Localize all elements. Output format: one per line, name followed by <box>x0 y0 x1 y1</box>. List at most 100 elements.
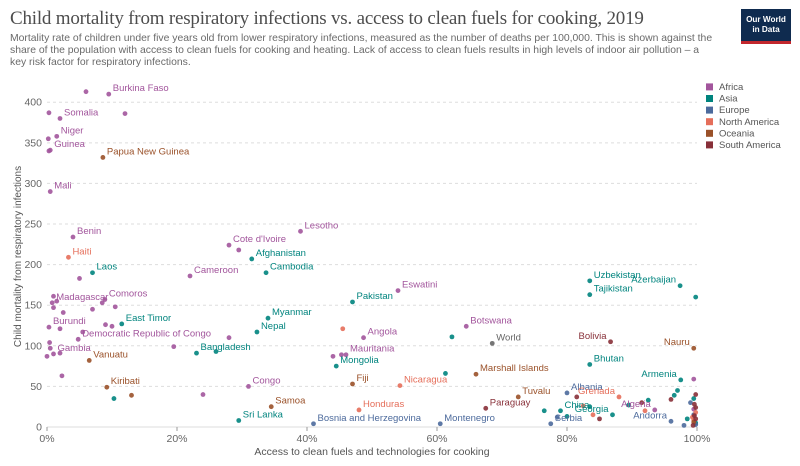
legend-label: North America <box>719 117 780 128</box>
point-label: Madagascar <box>56 292 108 303</box>
y-tick-label: 200 <box>24 259 42 271</box>
point-label: Bangladesh <box>201 342 251 353</box>
point-label: Angola <box>368 327 398 338</box>
point-label: Benin <box>77 226 101 237</box>
legend-label: Europe <box>719 105 750 116</box>
legend-label: Oceania <box>719 128 755 139</box>
point-label: Bhutan <box>594 353 624 364</box>
data-point <box>564 414 570 419</box>
data-point <box>574 394 580 400</box>
point-label: Bosnia and Herzegovina <box>318 413 422 424</box>
y-tick-label: 300 <box>24 178 42 190</box>
data-point <box>44 353 50 359</box>
y-tick-label: 0 <box>36 422 42 434</box>
data-point <box>46 110 52 116</box>
data-point <box>298 228 303 234</box>
data-point <box>57 350 63 356</box>
y-tick-label: 100 <box>24 340 42 352</box>
point-label: Nepal <box>261 321 286 332</box>
point-label: Guinea <box>54 139 85 150</box>
data-point <box>226 242 232 248</box>
point-label: Papua New Guinea <box>107 146 190 157</box>
data-point <box>236 418 242 423</box>
data-point <box>226 335 232 341</box>
point-label: Myanmar <box>272 307 312 318</box>
data-point <box>691 396 697 401</box>
data-point <box>395 288 401 293</box>
point-label: Georgia <box>575 404 610 415</box>
data-point <box>47 340 52 345</box>
data-point <box>564 390 570 396</box>
data-point <box>47 189 53 194</box>
data-point <box>57 116 63 121</box>
point-label: Montenegro <box>444 413 495 424</box>
data-point <box>463 323 469 329</box>
data-point <box>558 408 563 414</box>
data-point <box>102 297 108 302</box>
data-point <box>437 421 443 427</box>
point-label: Marshall Islands <box>480 363 549 374</box>
chart-subtitle: Mortality rate of children under five ye… <box>10 33 713 69</box>
data-point <box>129 392 134 398</box>
data-point <box>90 270 95 276</box>
point-label: Bolivia <box>579 331 608 342</box>
point-label: Haiti <box>72 246 91 257</box>
point-label: Democratic Republic of Congo <box>82 328 211 339</box>
point-label: Nicaragua <box>404 375 448 386</box>
data-point <box>46 324 52 330</box>
owid-logo[interactable]: Our World in Data <box>741 9 791 44</box>
data-point <box>639 400 645 406</box>
logo-line-2: in Data <box>752 24 780 34</box>
data-point <box>693 405 699 410</box>
point-label: Pakistan <box>357 291 393 302</box>
data-point <box>122 111 128 117</box>
point-label: Nauru <box>664 337 690 348</box>
data-point <box>645 397 651 403</box>
point-label: Lesotho <box>305 220 339 231</box>
y-axis-label: Child mortality from respiratory infecti… <box>13 166 24 347</box>
point-label: Serbia <box>555 413 583 424</box>
data-point <box>60 310 66 315</box>
point-label: Burkina Faso <box>113 83 169 94</box>
point-label: Sri Lanka <box>243 410 284 421</box>
data-point <box>350 299 355 305</box>
point-label: Albania <box>571 382 603 393</box>
data-point <box>54 133 60 139</box>
data-point <box>333 363 339 369</box>
data-point <box>642 408 648 414</box>
data-point <box>236 247 242 253</box>
legend-swatch <box>706 83 713 91</box>
data-point <box>83 89 89 95</box>
legend-swatch <box>706 129 713 137</box>
data-point <box>587 362 593 367</box>
point-label: Grenada <box>578 386 616 397</box>
data-point <box>311 421 316 427</box>
data-point <box>100 155 106 160</box>
data-point <box>265 315 271 321</box>
data-point <box>608 339 613 345</box>
data-point <box>489 340 495 346</box>
data-point <box>246 384 251 389</box>
data-point <box>59 373 65 379</box>
point-label: Gambia <box>58 343 92 354</box>
data-point <box>590 412 596 418</box>
data-point <box>483 405 489 411</box>
point-label: Congo <box>253 375 281 386</box>
data-point <box>691 345 697 351</box>
data-point <box>684 416 690 422</box>
data-point <box>254 329 260 335</box>
point-label: Kiribati <box>111 376 140 387</box>
data-point <box>675 388 680 393</box>
data-point <box>54 298 60 304</box>
point-label: Cote d'Ivoire <box>233 234 286 245</box>
data-point <box>626 402 632 408</box>
data-point <box>99 300 105 306</box>
x-tick-label: 100% <box>684 433 711 445</box>
data-point <box>80 329 86 335</box>
data-point <box>106 91 112 97</box>
point-label: Afghanistan <box>256 248 306 259</box>
data-point <box>449 334 455 340</box>
data-point <box>356 407 362 413</box>
data-point <box>213 349 219 354</box>
y-tick-label: 150 <box>24 300 42 312</box>
